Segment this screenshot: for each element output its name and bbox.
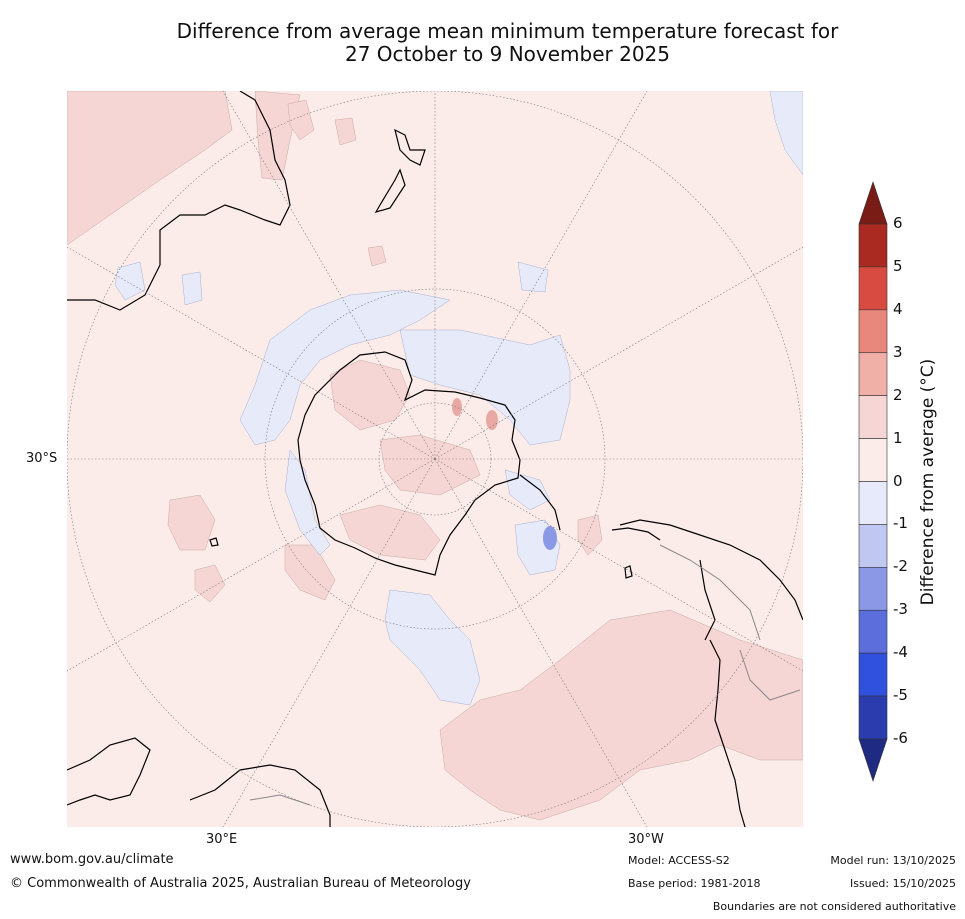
warm-spot-2 bbox=[486, 410, 498, 430]
footer-copyright: © Commonwealth of Australia 2025, Austra… bbox=[10, 876, 471, 891]
colorbar-band bbox=[858, 567, 888, 611]
south-america-coast bbox=[619, 519, 803, 827]
title-line-1: Difference from average mean minimum tem… bbox=[176, 19, 839, 43]
meridian-30e bbox=[222, 458, 436, 827]
footer-url: www.bom.gov.au/climate bbox=[10, 852, 174, 867]
colorbar-tick-label: 1 bbox=[893, 428, 903, 447]
latitude-circle-70 bbox=[264, 288, 606, 630]
warm-region-antarctica-south bbox=[379, 434, 481, 496]
warm-region-antarctica-east bbox=[329, 359, 411, 431]
colorbar-band bbox=[858, 695, 888, 740]
colorbar-band bbox=[858, 524, 888, 568]
footer-issued: Issued: 15/10/2025 bbox=[849, 877, 956, 890]
cool-region-weddell bbox=[399, 329, 571, 446]
warm-anomaly-strong bbox=[452, 398, 498, 430]
footer-model-run: Model run: 13/10/2025 bbox=[830, 854, 956, 867]
border-southern-africa bbox=[249, 794, 311, 806]
cool-anomaly-regions bbox=[114, 91, 803, 706]
meridian-30w bbox=[434, 458, 648, 827]
colorbar-under-extension bbox=[858, 738, 888, 782]
warm-region-patch-5 bbox=[334, 117, 357, 146]
africa-coast bbox=[67, 737, 331, 827]
colorbar-band bbox=[858, 352, 888, 396]
footer-model: Model: ACCESS-S2 bbox=[628, 854, 730, 867]
colorbar-tick-label: 3 bbox=[893, 342, 903, 361]
antarctica-coast bbox=[297, 351, 521, 576]
footer-base-period: Base period: 1981-2018 bbox=[628, 877, 761, 890]
graticule bbox=[67, 91, 803, 827]
colorbar-band bbox=[858, 223, 888, 268]
meridian-150w bbox=[434, 91, 648, 460]
colorbar-tick-label: -1 bbox=[893, 514, 908, 533]
colorbar-tick-label: -2 bbox=[893, 557, 908, 576]
kerguelen-island bbox=[209, 537, 219, 547]
country-borders bbox=[249, 544, 801, 806]
colorbar-tick-label: -6 bbox=[893, 729, 908, 747]
antarctic-peninsula-coast bbox=[519, 474, 561, 531]
warm-region-patch-1 bbox=[167, 494, 216, 551]
colorbar-band bbox=[858, 438, 888, 482]
cool-spot-strong bbox=[543, 526, 557, 550]
map-panel bbox=[67, 91, 803, 827]
colorbar-tick-label: -3 bbox=[893, 600, 908, 619]
cool-region-south-sector bbox=[384, 589, 481, 706]
colorbar-tick-label: -5 bbox=[893, 686, 908, 705]
coastlines bbox=[67, 91, 803, 827]
colorbar-band bbox=[858, 652, 888, 697]
cool-region-patch-1 bbox=[181, 271, 203, 306]
warm-anomaly-regions bbox=[67, 91, 803, 821]
lon-label-30e: 30°E bbox=[206, 832, 238, 847]
cool-region-pacific-east bbox=[769, 91, 803, 176]
border-south-america bbox=[739, 649, 801, 701]
colorbar bbox=[858, 181, 888, 782]
cool-region-west-ocean bbox=[114, 261, 146, 301]
title-line-2: 27 October to 9 November 2025 bbox=[344, 42, 671, 66]
cool-region-patch-2 bbox=[517, 261, 549, 293]
colorbar-band bbox=[858, 266, 888, 311]
colorbar-tick-label: 5 bbox=[893, 256, 903, 275]
colorbar-band bbox=[858, 309, 888, 354]
colorbar-band bbox=[858, 481, 888, 525]
warm-region-antarctica-west bbox=[339, 504, 441, 561]
warm-region-south-atlantic bbox=[439, 609, 803, 821]
colorbar-band bbox=[858, 609, 888, 654]
border-argentina-chile bbox=[659, 544, 761, 641]
colorbar-tick-label: 4 bbox=[893, 299, 903, 318]
meridian-60w bbox=[434, 458, 803, 672]
warm-region-indian-ocean bbox=[67, 91, 233, 246]
colorbar-tick-label: 6 bbox=[893, 214, 903, 232]
colorbar-over-extension bbox=[858, 181, 888, 225]
chart-title: Difference from average mean minimum tem… bbox=[100, 20, 915, 66]
new-zealand-north bbox=[394, 128, 426, 166]
colorbar-title: Difference from average (°C) bbox=[918, 358, 938, 606]
colorbar-tick-label: 0 bbox=[893, 471, 903, 490]
cool-region-drake bbox=[504, 469, 551, 511]
australia-coast bbox=[67, 91, 291, 311]
warm-region-patch-6 bbox=[287, 99, 315, 141]
footer-disclaimer: Boundaries are not considered authoritat… bbox=[712, 900, 956, 913]
lon-label-30w: 30°W bbox=[628, 832, 664, 847]
cool-region-ice-ring-south bbox=[284, 449, 331, 556]
colorbar-bands bbox=[858, 223, 888, 740]
tierra-del-fuego-coast bbox=[611, 527, 661, 541]
warm-region-patch-7 bbox=[367, 245, 387, 267]
warm-region-patch-2 bbox=[194, 564, 226, 603]
colorbar-band bbox=[858, 395, 888, 439]
lat-label-30s: 30°S bbox=[26, 451, 58, 466]
new-zealand-south bbox=[374, 168, 406, 213]
meridian-60e bbox=[67, 458, 436, 672]
meridian-150e bbox=[222, 91, 436, 460]
falklands-island bbox=[624, 565, 633, 579]
colorbar-tick-label: -4 bbox=[893, 643, 908, 662]
meridian-120w bbox=[434, 246, 803, 460]
cool-region-ice-ring-east bbox=[239, 289, 451, 446]
warm-spot-1 bbox=[452, 398, 462, 416]
meridian-120e bbox=[67, 246, 436, 460]
colorbar-tick-label: 2 bbox=[893, 385, 903, 404]
